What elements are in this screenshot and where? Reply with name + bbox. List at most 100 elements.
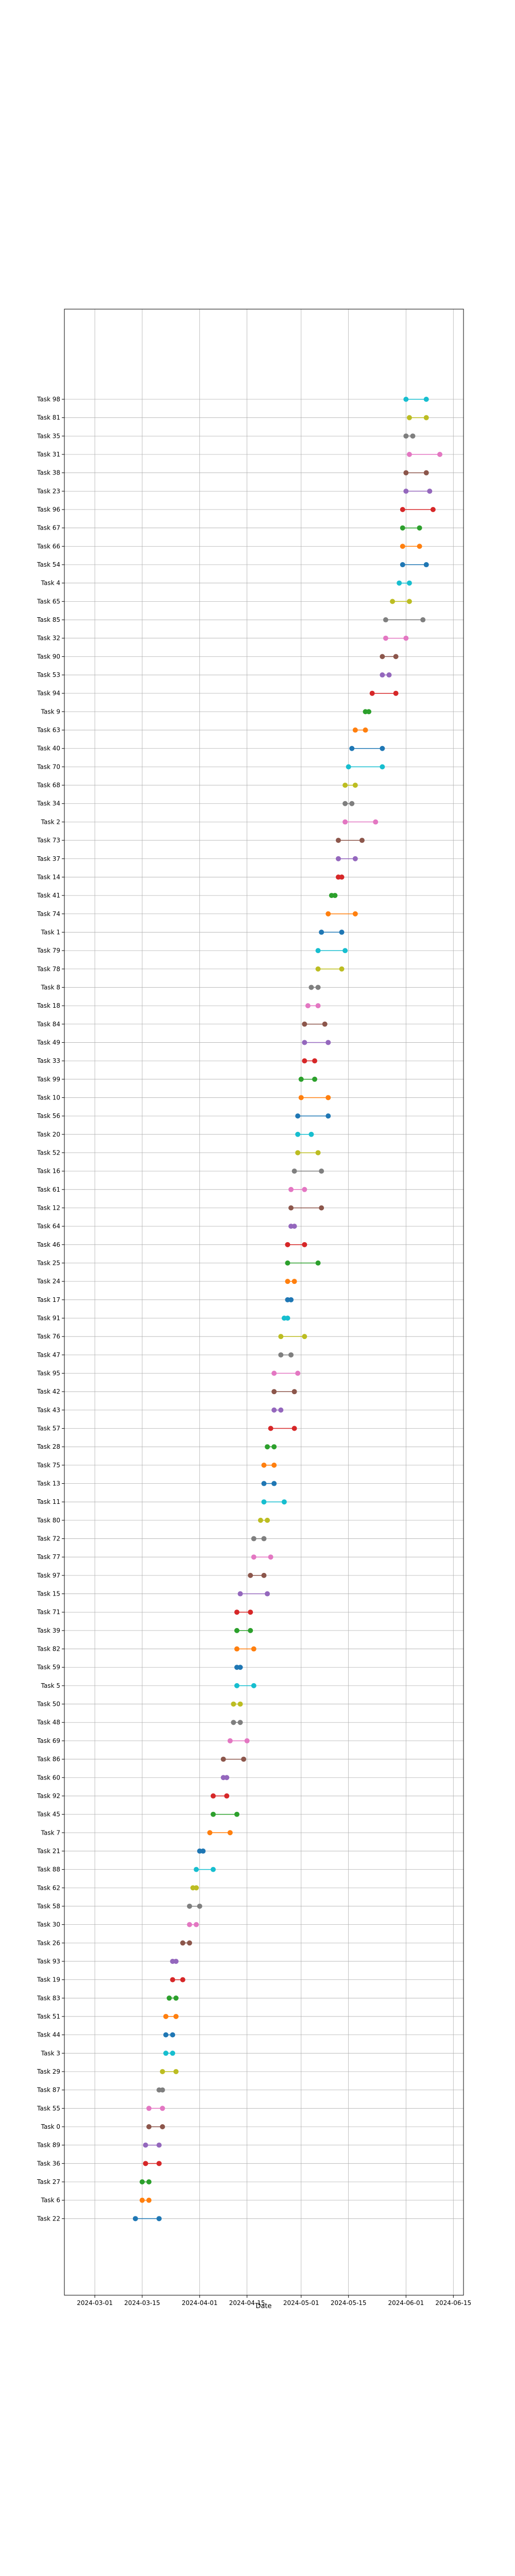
task-end-marker [423, 470, 429, 476]
task-label: Task 15 [37, 1590, 60, 1598]
x-tick-label: 2024-06-01 [388, 2299, 424, 2307]
task-start-marker [210, 1811, 216, 1817]
task-label: Task 1 [41, 928, 60, 936]
task-label: Task 8 [41, 984, 60, 991]
task-label: Task 57 [37, 1425, 60, 1432]
task-start-marker [298, 1076, 304, 1082]
task-end-marker [352, 856, 358, 861]
task-end-marker [146, 2179, 152, 2184]
task-label: Task 39 [37, 1627, 60, 1634]
task-start-marker [298, 1095, 304, 1100]
task-end-marker [224, 1775, 230, 1781]
task-end-marker [271, 1444, 277, 1450]
task-label: Task 71 [37, 1608, 60, 1616]
task-label: Task 51 [37, 2013, 60, 2020]
task-end-marker [288, 1352, 294, 1358]
task-start-marker [140, 2179, 145, 2184]
task-end-marker [352, 911, 358, 917]
task-start-marker [194, 1867, 199, 1872]
task-start-marker [295, 1113, 301, 1119]
task-label: Task 80 [37, 1517, 60, 1524]
task-start-marker [291, 1168, 297, 1174]
task-label: Task 24 [37, 1278, 60, 1285]
task-label: Task 81 [37, 414, 60, 421]
task-label: Task 77 [37, 1553, 60, 1561]
task-start-marker [380, 672, 385, 678]
task-label: Task 91 [37, 1315, 60, 1322]
task-end-marker [417, 544, 422, 549]
task-label: Task 67 [37, 524, 60, 532]
task-label: Task 82 [37, 1646, 60, 1653]
task-label: Task 74 [37, 910, 60, 918]
task-end-marker [380, 745, 385, 751]
task-label: Task 16 [37, 1167, 60, 1175]
task-label: Task 58 [37, 1903, 60, 1910]
task-label: Task 98 [37, 396, 60, 403]
task-end-marker [406, 580, 412, 586]
task-start-marker [261, 1462, 267, 1468]
task-start-marker [335, 838, 341, 843]
task-label: Task 10 [37, 1094, 60, 1101]
task-start-marker [406, 452, 412, 457]
task-label: Task 95 [37, 1370, 60, 1377]
task-end-marker [312, 1058, 318, 1064]
task-start-marker [227, 1738, 233, 1743]
task-end-marker [278, 1407, 284, 1413]
task-label: Task 96 [37, 506, 60, 513]
task-label: Task 32 [37, 635, 60, 642]
task-start-marker [342, 783, 348, 788]
task-end-marker [224, 1793, 230, 1799]
task-end-marker [302, 1187, 307, 1192]
x-tick-label: 2024-04-15 [229, 2299, 265, 2307]
task-start-marker [400, 562, 405, 568]
task-end-marker [342, 948, 348, 954]
task-start-marker [342, 801, 348, 806]
task-end-marker [265, 1591, 270, 1597]
task-end-marker [244, 1738, 250, 1743]
task-start-marker [302, 1058, 307, 1064]
task-label: Task 23 [37, 487, 60, 495]
task-end-marker [420, 617, 426, 623]
task-label: Task 75 [37, 1462, 60, 1469]
task-end-marker [170, 2032, 176, 2038]
task-end-marker [291, 1426, 297, 1431]
task-label: Task 44 [37, 2031, 60, 2039]
task-label: Task 33 [37, 1057, 60, 1064]
task-label: Task 99 [37, 1076, 60, 1083]
task-start-marker [369, 690, 375, 696]
task-end-marker [403, 635, 409, 641]
x-tick-label: 2024-06-15 [435, 2299, 471, 2307]
task-label: Task 68 [37, 782, 60, 789]
task-label: Task 38 [37, 469, 60, 477]
task-start-marker [342, 819, 348, 825]
task-end-marker [308, 1131, 314, 1137]
task-end-marker [251, 1646, 256, 1652]
task-start-marker [288, 1187, 294, 1192]
task-label: Task 94 [37, 690, 60, 697]
task-label: Task 90 [37, 653, 60, 660]
task-start-marker [383, 635, 388, 641]
task-start-marker [187, 1903, 193, 1909]
task-end-marker [173, 1958, 179, 1964]
task-end-marker [173, 2013, 179, 2019]
task-end-marker [363, 727, 368, 733]
task-label: Task 49 [37, 1039, 60, 1046]
task-end-marker [430, 507, 436, 513]
task-label: Task 86 [37, 1756, 60, 1763]
task-start-marker [251, 1536, 256, 1541]
x-tick-label: 2024-03-15 [124, 2299, 160, 2307]
task-label: Task 92 [37, 1792, 60, 1800]
task-label: Task 4 [41, 580, 60, 587]
task-label: Task 11 [37, 1498, 60, 1505]
task-start-marker [234, 1683, 239, 1688]
task-start-marker [346, 764, 351, 770]
task-end-marker [200, 1848, 206, 1854]
task-end-marker [437, 452, 443, 457]
task-label: Task 45 [37, 1811, 60, 1818]
task-start-marker [285, 1260, 290, 1266]
task-start-marker [163, 2050, 169, 2056]
x-tick-label: 2024-03-01 [77, 2299, 113, 2307]
task-start-marker [308, 985, 314, 990]
task-start-marker [352, 727, 358, 733]
